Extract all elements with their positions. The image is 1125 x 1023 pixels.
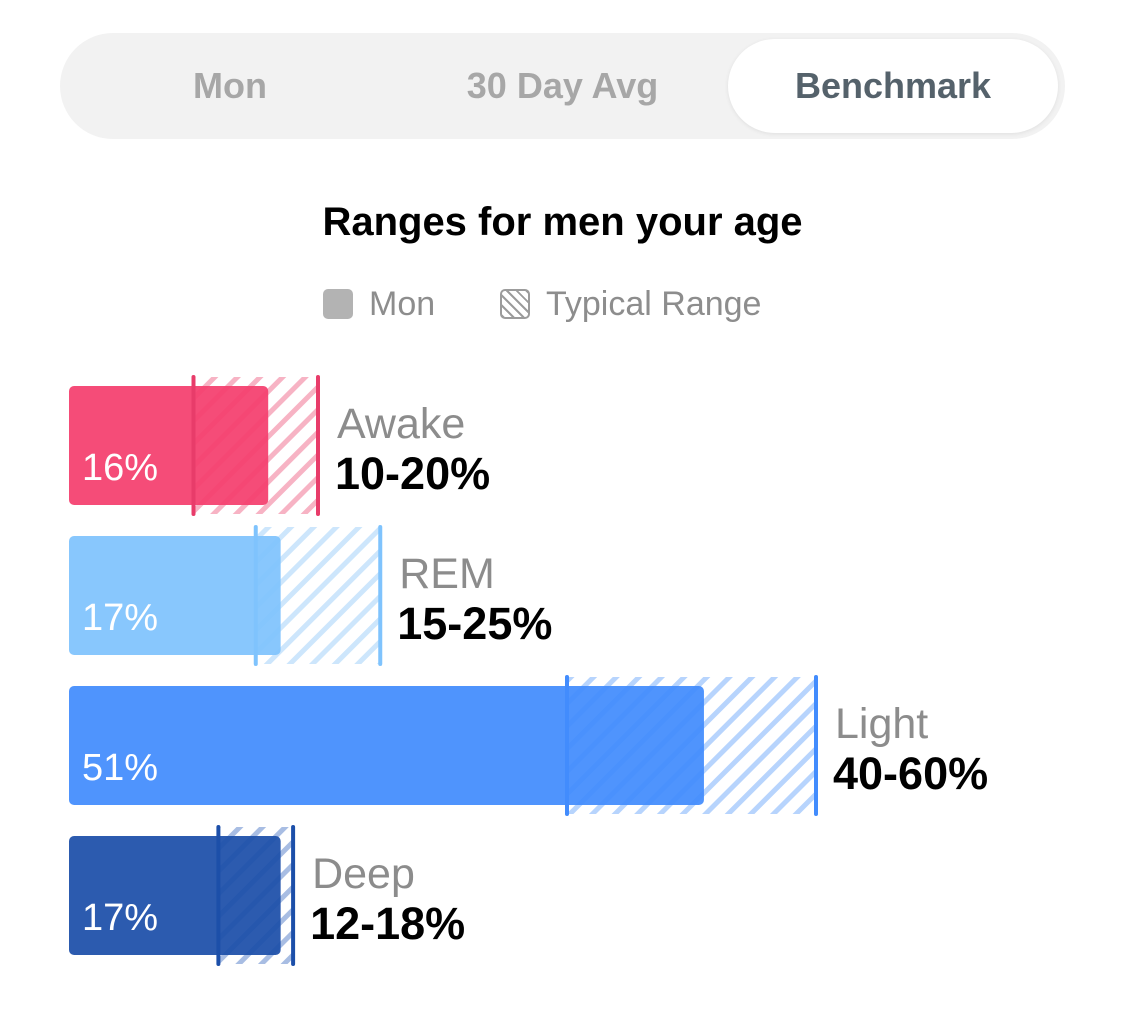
bar-awake — [69, 386, 269, 505]
bar-rem — [69, 536, 281, 655]
range-label-rem: 15-25% — [397, 598, 552, 649]
legend-range-label: Typical Range — [546, 284, 762, 323]
chart-title: Ranges for men your age — [322, 200, 803, 244]
value-label-deep: 17% — [82, 897, 158, 939]
tab-mon[interactable]: Mon — [193, 65, 267, 106]
value-label-awake: 16% — [82, 447, 158, 489]
bar-deep — [69, 836, 281, 955]
stage-name-awake: Awake — [337, 400, 465, 448]
stage-name-deep: Deep — [312, 850, 415, 898]
stage-name-light: Light — [835, 700, 928, 748]
stage-name-rem: REM — [399, 550, 495, 598]
value-label-light: 51% — [82, 747, 158, 789]
bar-light — [69, 686, 704, 805]
legend-mon: Mon — [323, 280, 435, 328]
legend-mon-label: Mon — [369, 284, 436, 323]
range-label-light: 40-60% — [833, 748, 988, 799]
solid-swatch-icon — [323, 289, 353, 319]
range-label-awake: 10-20% — [335, 448, 490, 499]
segmented-control: Mon 30 Day Avg Benchmark — [60, 33, 1065, 139]
range-label-deep: 12-18% — [310, 898, 465, 949]
tab-benchmark[interactable]: Benchmark — [728, 39, 1058, 133]
value-label-rem: 17% — [82, 597, 158, 639]
legend-typical-range: Typical Range — [500, 280, 761, 328]
hatched-swatch-icon — [500, 289, 530, 319]
tab-30-day-avg[interactable]: 30 Day Avg — [466, 65, 659, 106]
